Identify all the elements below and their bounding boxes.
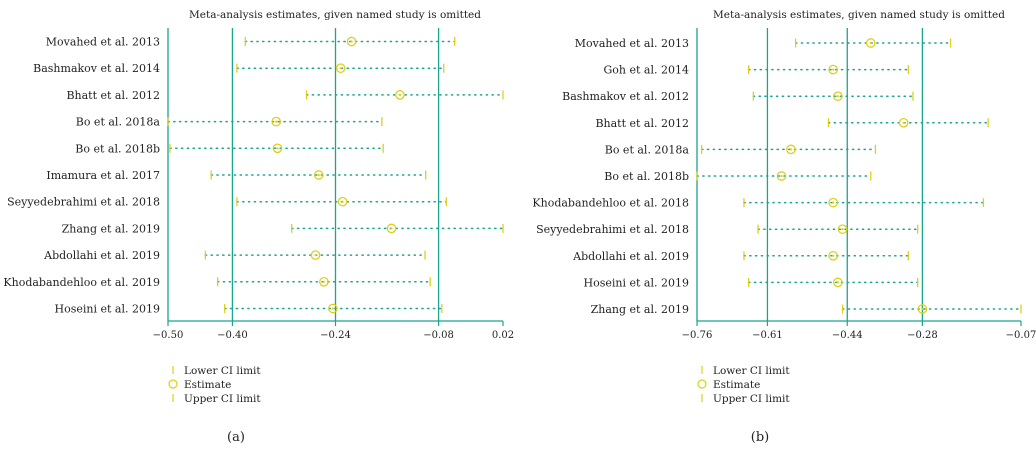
estimate-center-dot [390,227,393,230]
estimate-center-dot [398,93,402,96]
x-tick-label: −0.07 [1006,330,1036,341]
x-tick-label: −0.40 [217,330,248,341]
study-label: Bashmakov et al. 2014 [33,62,160,75]
estimate-marker [386,223,397,234]
study-label: Khodabandehloo et al. 2019 [3,276,160,289]
study-label: Bo et al. 2018a [605,143,690,156]
x-tick-label: −0.76 [682,330,713,341]
legend-estimate-symbol [168,379,178,389]
estimate-center-dot [339,67,342,70]
legend-estimate-symbol [697,379,707,389]
estimate-marker [837,224,848,235]
estimate-center-dot [841,228,844,231]
x-tick-label: −0.50 [153,330,184,341]
estimate-center-dot [902,121,905,124]
legend-label: Estimate [713,379,760,391]
x-tick-label: −0.28 [907,330,938,341]
study-label: Bo et al. 2018a [76,116,161,129]
forest-plot-b: Meta-analysis estimates, given named stu… [532,9,1036,445]
study-label: Hoseini et al. 2019 [584,276,689,289]
panel-label: (a) [227,430,245,445]
estimate-center-dot [350,40,353,43]
estimate-marker [898,117,909,128]
estimate-marker [335,63,346,74]
estimate-center-dot [836,281,839,284]
estimate-marker [271,116,282,127]
study-label: Bashmakov et al. 2012 [562,90,689,103]
estimate-center-dot [322,280,326,283]
study-label: Khodabandehloo et al. 2018 [532,197,689,210]
legend-label: Lower CI limit [713,365,790,377]
study-label: Abdollahi et al. 2019 [43,249,160,262]
estimate-center-dot [341,200,344,203]
estimate-marker [310,250,321,260]
study-label: Goh et al. 2014 [604,64,689,77]
study-label: Movahed et al. 2013 [575,37,689,50]
estimate-center-dot [331,307,335,310]
estimate-marker [313,170,324,180]
study-label: Zhang et al. 2019 [62,222,160,235]
panel-label: (b) [751,430,769,445]
legend-label: Upper CI limit [184,393,261,405]
estimate-center-dot [869,41,872,45]
study-label: Zhang et al. 2019 [591,303,689,316]
x-tick-label: −0.24 [320,330,351,341]
estimate-marker [828,64,839,75]
estimate-marker [337,196,348,207]
estimate-center-dot [832,254,835,257]
estimate-center-dot [314,254,317,257]
estimate-marker [865,38,876,48]
study-label: Imamura et al. 2017 [46,169,160,182]
x-tick-label: −0.44 [832,330,863,341]
x-tick-label: 0.02 [492,330,514,341]
x-tick-label: −0.08 [423,330,454,341]
study-label: Hoseini et al. 2019 [55,303,160,316]
estimate-marker [328,303,338,314]
estimate-marker [833,277,843,288]
estimate-center-dot [832,201,835,204]
estimate-marker [272,143,283,154]
estimate-marker [395,90,405,100]
x-tick-label: −0.61 [752,330,783,341]
study-label: Seyyedebrahimi et al. 2018 [7,196,160,209]
study-label: Movahed et al. 2013 [46,36,160,49]
study-label: Bo et al. 2018b [75,142,160,155]
legend-label: Upper CI limit [713,393,790,405]
study-label: Abdollahi et al. 2019 [572,250,689,263]
estimate-center-dot [832,68,835,71]
estimate-marker [828,197,839,208]
study-label: Bhatt et al. 2012 [66,89,160,102]
chart-title: Meta-analysis estimates, given named stu… [713,9,1005,21]
legend-label: Lower CI limit [184,365,261,377]
estimate-marker [828,250,839,261]
estimate-marker [319,276,329,287]
estimate-marker [786,144,796,155]
study-label: Seyyedebrahimi et al. 2018 [536,223,689,236]
estimate-center-dot [276,147,279,150]
legend-label: Estimate [184,379,231,391]
study-label: Bhatt et al. 2012 [595,117,689,130]
estimate-marker [833,91,843,102]
estimate-center-dot [789,148,793,151]
estimate-center-dot [780,174,783,178]
estimate-marker [776,171,787,181]
chart-title: Meta-analysis estimates, given named stu… [189,9,481,21]
estimate-center-dot [275,120,278,123]
forest-plot-a: Meta-analysis estimates, given named stu… [3,9,514,445]
estimate-center-dot [836,95,839,98]
estimate-center-dot [921,307,924,311]
estimate-marker [917,304,928,314]
study-label: Bo et al. 2018b [604,170,689,183]
estimate-marker [346,36,357,47]
estimate-center-dot [317,173,320,177]
